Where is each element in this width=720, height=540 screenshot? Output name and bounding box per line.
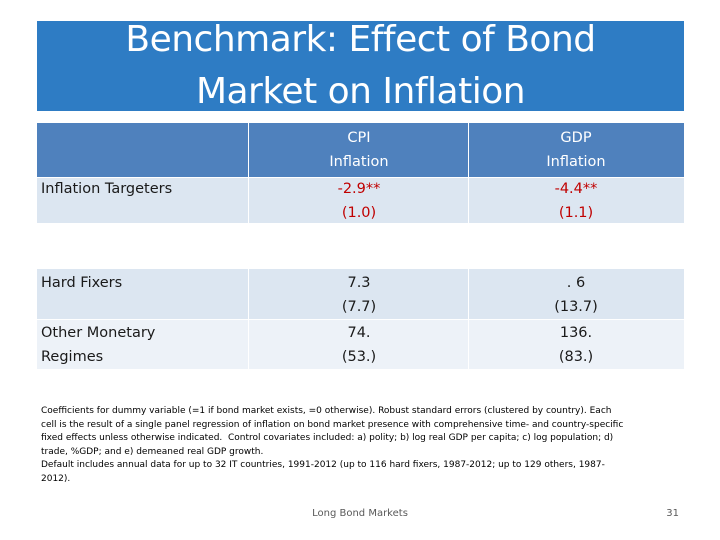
row-label-other-monetary-regimes: Other Monetary Regimes [41, 321, 155, 369]
table-band-row1 [37, 177, 684, 223]
notes-line: 2012). [41, 473, 71, 484]
coefficient: -4.4** [554, 181, 598, 197]
title-background [37, 21, 684, 111]
title-line-2: Market on Inflation [195, 71, 526, 112]
column-divider [248, 123, 249, 369]
cell-omr-gdp: 136. (83.) [521, 321, 631, 369]
notes-line: trade, %GDP; and e) demeaned real GDP gr… [41, 446, 264, 457]
header-gdp-inflation: GDP Inflation [521, 126, 631, 174]
slide-title: Benchmark: Effect of Bond Market on Infl… [37, 14, 684, 118]
notes-line: fixed effects unless otherwise indicated… [41, 433, 614, 444]
row-label-inflation-targeters: Inflation Targeters [41, 181, 173, 197]
header-cpi-inflation: CPI Inflation [304, 126, 414, 174]
standard-error: (53.) [341, 349, 377, 365]
header-gdp-line1: GDP [560, 130, 592, 146]
table-notes: Coefficients for dummy variable (=1 if b… [41, 405, 681, 487]
standard-error: (83.) [558, 349, 594, 365]
cell-it-gdp: -4.4** (1.1) [521, 177, 631, 225]
row-label-line2: Regimes [41, 349, 104, 365]
notes-line: Coefficients for dummy variable (=1 if b… [41, 406, 612, 416]
notes-line: cell is the result of a single panel reg… [41, 419, 624, 430]
table-band-row3 [37, 319, 684, 369]
coefficient: 74. [347, 325, 371, 341]
table-header-band [37, 123, 684, 177]
coefficient: -2.9** [337, 181, 381, 197]
cell-hf-cpi: 7.3 (7.7) [304, 271, 414, 319]
title-line-1: Benchmark: Effect of Bond [125, 19, 596, 60]
row-divider [37, 177, 684, 178]
slide-footer: Long Bond Markets [312, 508, 408, 519]
header-cpi-line2: Inflation [329, 154, 389, 170]
standard-error: (7.7) [341, 299, 377, 315]
table-band-row2 [37, 269, 684, 319]
notes-line: Default includes annual data for up to 3… [41, 460, 605, 471]
column-divider [468, 123, 469, 369]
cell-it-cpi: -2.9** (1.0) [304, 177, 414, 225]
row-label-hard-fixers: Hard Fixers [41, 275, 123, 291]
coefficient: 136. [559, 325, 593, 341]
cell-hf-gdp: . 6 (13.7) [521, 271, 631, 319]
coefficient: . 6 [566, 275, 586, 291]
standard-error: (13.7) [554, 299, 598, 315]
row-label-line1: Other Monetary [41, 325, 156, 341]
page-number: 31 [666, 508, 679, 519]
header-gdp-line2: Inflation [546, 154, 606, 170]
header-cpi-line1: CPI [347, 130, 371, 146]
standard-error: (1.1) [558, 205, 594, 221]
standard-error: (1.0) [341, 205, 377, 221]
results-table: CPI Inflation GDP Inflation Inflation Ta… [37, 123, 684, 369]
row-divider [37, 319, 684, 320]
cell-omr-cpi: 74. (53.) [304, 321, 414, 369]
coefficient: 7.3 [347, 275, 371, 291]
